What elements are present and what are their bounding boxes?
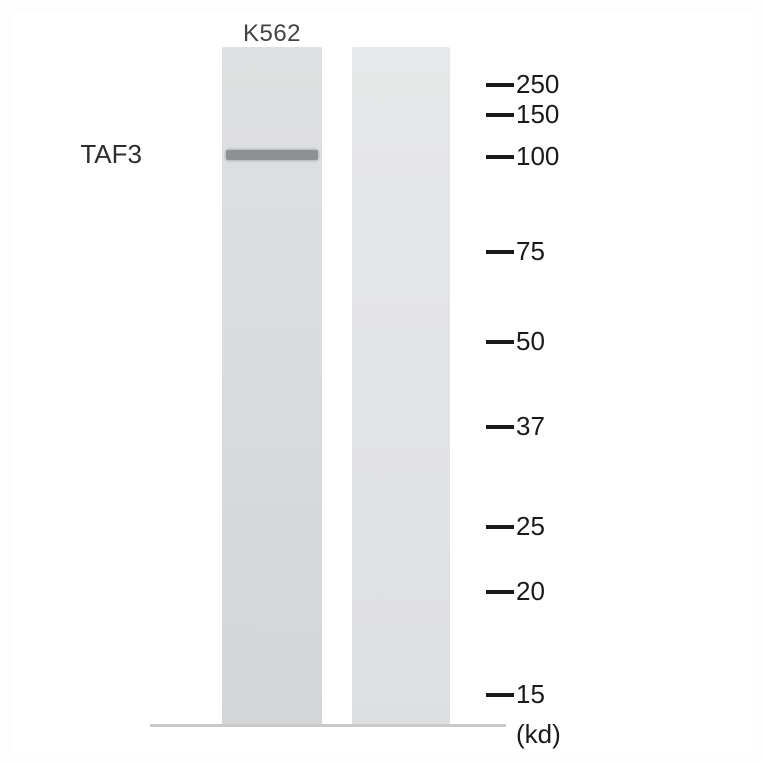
marker-label: 75 [516, 236, 545, 267]
lane-baseline [150, 724, 506, 727]
figure-frame: K562 TAF3 250150 100 75 50 37 25 20 15 (kd) [12, 12, 752, 752]
blot-area: K562 [152, 47, 502, 727]
marker-label: 25 [516, 511, 545, 542]
lane-marker [352, 47, 450, 727]
marker-label: 37 [516, 411, 545, 442]
marker-label: 15 [516, 679, 545, 710]
marker-tick [486, 525, 514, 529]
marker-tick [486, 425, 514, 429]
marker-label: 100 [516, 141, 559, 172]
marker-label: 250 [516, 69, 559, 100]
marker-tick [486, 155, 514, 159]
marker-label: 150 [516, 99, 559, 130]
marker-tick [486, 590, 514, 594]
marker-tick [486, 693, 514, 697]
marker-label: 20 [516, 576, 545, 607]
marker-label: 50 [516, 326, 545, 357]
protein-label: TAF3 [22, 139, 142, 170]
band-taf3 [226, 150, 318, 160]
marker-tick [486, 340, 514, 344]
marker-tick [486, 113, 514, 117]
lane-header-sample: K562 [222, 20, 322, 48]
unit-label: (kd) [516, 719, 561, 750]
lane-sample: K562 [222, 47, 322, 727]
marker-tick [486, 250, 514, 254]
marker-tick [486, 83, 514, 87]
